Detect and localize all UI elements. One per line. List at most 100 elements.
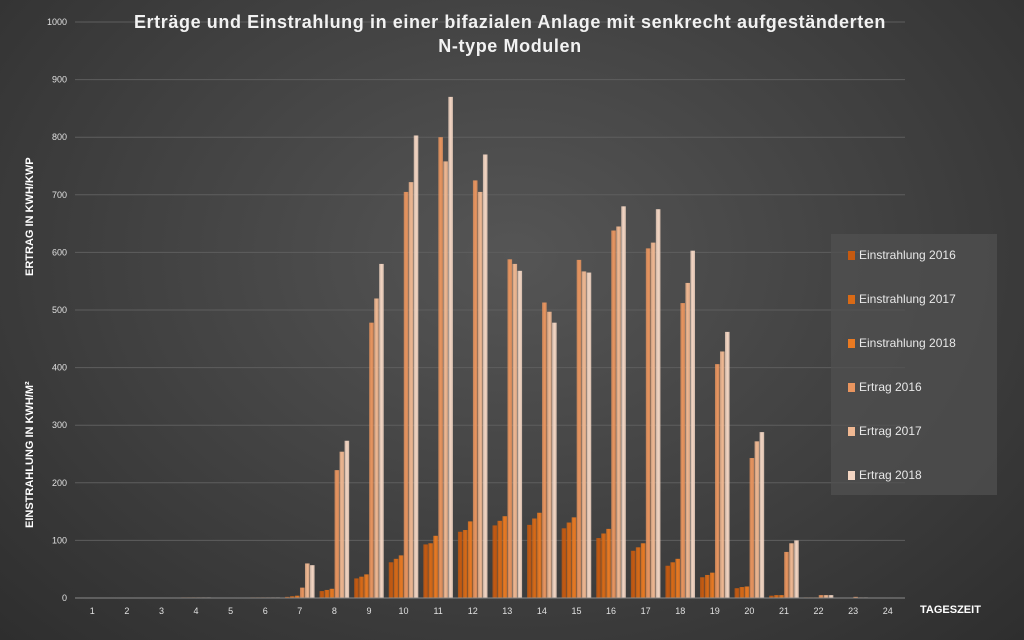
bar <box>289 596 295 598</box>
bar <box>284 596 290 598</box>
legend-item: Einstrahlung 2018 <box>848 336 956 350</box>
bar <box>749 458 755 598</box>
bar <box>774 595 779 598</box>
bar <box>818 595 824 598</box>
bar <box>403 191 409 599</box>
x-tick-label: 15 <box>571 606 581 616</box>
x-tick-label: 4 <box>194 606 199 616</box>
bar <box>388 562 394 598</box>
bar <box>433 535 438 598</box>
bar <box>621 206 626 598</box>
x-tick-label: 18 <box>675 606 685 616</box>
y-tick-label: 500 <box>52 305 67 315</box>
bar <box>704 574 710 598</box>
bar <box>408 182 414 598</box>
bar <box>714 364 720 598</box>
x-tick-label: 23 <box>848 606 858 616</box>
bar <box>566 522 572 598</box>
bar <box>576 259 582 598</box>
bar <box>754 441 760 598</box>
x-tick-label: 13 <box>502 606 512 616</box>
x-axis-ticks: 1 2 3 4 5 6 7 8 9 10 11 12 13 14 15 16 17 18 19 20 21 22 23 24 <box>90 606 893 616</box>
x-tick-label: 14 <box>537 606 547 616</box>
bar <box>339 451 345 598</box>
bar <box>784 551 789 598</box>
bar <box>670 562 676 598</box>
bar <box>344 440 350 598</box>
x-tick-label: 16 <box>606 606 616 616</box>
bar <box>393 558 399 598</box>
bar <box>537 512 542 598</box>
bar <box>665 565 671 598</box>
bar <box>759 432 765 598</box>
x-tick-label: 24 <box>883 606 893 616</box>
bar <box>581 271 587 598</box>
x-tick-label: 20 <box>744 606 754 616</box>
x-tick-label: 17 <box>641 606 651 616</box>
bar <box>492 525 498 598</box>
legend-item: Ertrag 2018 <box>848 468 922 482</box>
bar <box>650 242 656 599</box>
y-tick-label: 700 <box>52 190 67 200</box>
legend-swatch <box>848 251 855 260</box>
bar <box>413 135 419 598</box>
bar <box>443 161 448 598</box>
y-tick-label: 100 <box>52 535 67 545</box>
bar <box>309 565 315 598</box>
bar <box>319 591 325 598</box>
bar <box>630 550 636 598</box>
bar <box>606 528 611 598</box>
bar <box>645 248 651 598</box>
bar <box>789 543 794 598</box>
bar <box>690 250 696 599</box>
bar <box>719 351 725 598</box>
y-tick-label: 300 <box>52 420 67 430</box>
x-tick-label: 11 <box>433 606 442 616</box>
y-tick-label: 200 <box>52 478 67 488</box>
bar <box>472 180 478 598</box>
bar <box>462 530 468 598</box>
bar <box>379 263 384 598</box>
bar <box>304 563 310 598</box>
legend-label: Ertrag 2016 <box>859 380 922 394</box>
x-tick-label: 3 <box>159 606 164 616</box>
legend-label: Einstrahlung 2017 <box>859 292 956 306</box>
legend-swatch <box>848 427 855 436</box>
bar <box>561 528 567 598</box>
bar <box>675 558 681 598</box>
bar <box>724 331 730 598</box>
bar <box>547 311 552 598</box>
chart-title-line-1: Erträge und Einstrahlung in einer bifazi… <box>133 12 887 32</box>
bar <box>616 226 621 599</box>
chart-legend: Einstrahlung 2016 Einstrahlung 2017 Einstr… <box>831 234 997 495</box>
bar <box>517 270 523 598</box>
bar <box>680 303 686 598</box>
bar <box>596 538 601 598</box>
y-tick-label: 0 <box>62 593 67 603</box>
bar <box>294 595 300 598</box>
legend-item: Ertrag 2016 <box>848 380 922 394</box>
bar <box>364 574 369 598</box>
bar <box>734 588 740 598</box>
bar <box>709 572 715 598</box>
x-tick-label: 8 <box>332 606 337 616</box>
bar <box>457 531 463 598</box>
bar <box>334 470 340 598</box>
bar <box>532 518 537 598</box>
x-tick-label: 5 <box>228 606 233 616</box>
bar <box>655 209 661 598</box>
x-tick-label: 10 <box>399 606 409 616</box>
bar <box>448 96 453 598</box>
y-tick-label: 400 <box>52 363 67 373</box>
bar <box>699 577 705 598</box>
bar <box>739 587 745 598</box>
y-tick-label: 900 <box>52 75 67 85</box>
bar <box>744 586 750 598</box>
legend-label: Einstrahlung 2018 <box>859 336 956 350</box>
bar <box>502 516 508 598</box>
y-axis-label-yield: ERTRAG IN KWH/KWP <box>24 157 36 276</box>
x-tick-label: 21 <box>779 606 789 616</box>
bar <box>482 154 488 599</box>
x-tick-label: 7 <box>297 606 302 616</box>
